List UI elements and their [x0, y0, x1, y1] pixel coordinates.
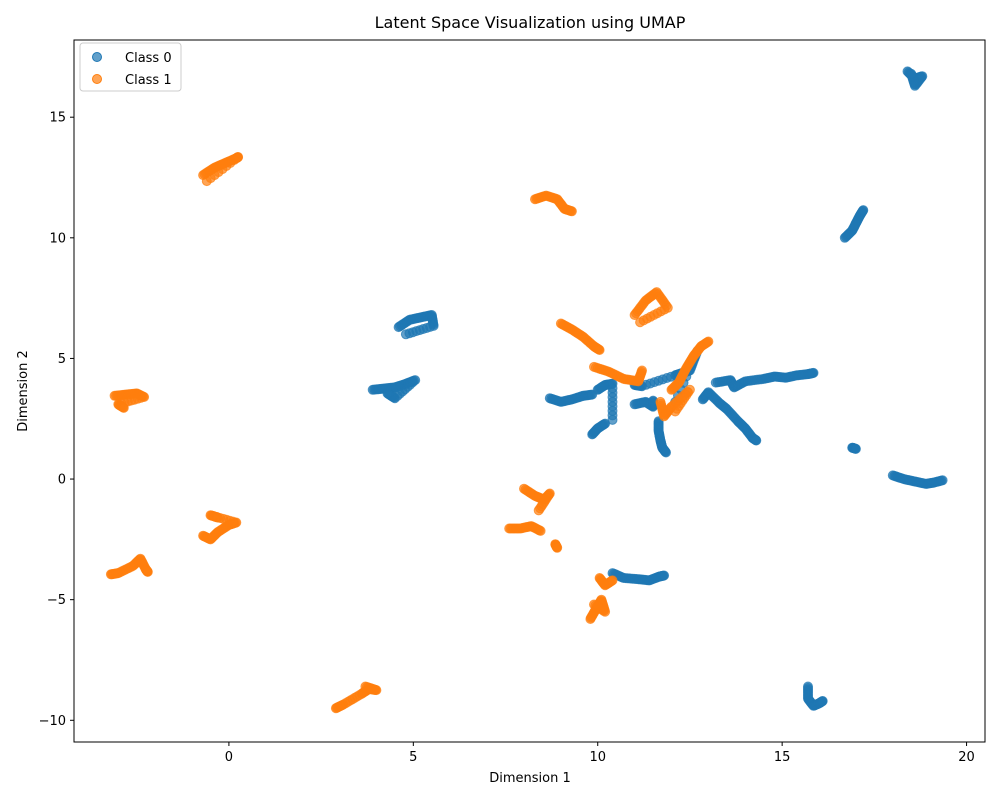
y-tick-label: −5 [47, 593, 66, 608]
point-class-1 [670, 406, 681, 417]
point-class-1 [566, 206, 577, 217]
point-class-1 [360, 681, 371, 692]
point-class-1 [635, 317, 646, 328]
point-class-0 [751, 435, 762, 446]
legend-marker-class-1 [92, 74, 102, 84]
legend: Class 0 Class 1 [79, 42, 182, 92]
point-class-0 [817, 696, 828, 706]
legend-label-class-0: Class 0 [125, 51, 172, 66]
point-class-1 [212, 512, 223, 523]
point-class-1 [594, 345, 605, 355]
point-class-0 [400, 329, 411, 340]
chart-title: Latent Space Visualization using UMAP [375, 13, 686, 32]
point-class-0 [659, 570, 670, 581]
point-class-1 [535, 525, 546, 536]
x-tick-label: 5 [409, 750, 417, 765]
point-class-0 [858, 205, 869, 216]
x-axis-ticks: 0 5 10 15 20 [225, 742, 975, 765]
point-class-1 [589, 599, 599, 610]
point-class-0 [661, 447, 671, 458]
legend-label-class-1: Class 1 [125, 73, 172, 88]
y-tick-label: 15 [49, 111, 66, 126]
point-class-0 [382, 388, 393, 399]
legend-marker-class-0 [92, 52, 102, 62]
point-class-1 [637, 365, 647, 376]
point-class-1 [607, 575, 618, 586]
x-tick-label: 20 [958, 750, 975, 765]
point-class-0 [808, 367, 819, 378]
plot-frame [73, 39, 986, 743]
y-axis-label: Dimension 2 [16, 350, 31, 432]
y-tick-label: 5 [58, 352, 66, 367]
y-tick-label: −10 [39, 714, 66, 729]
point-class-0 [937, 475, 948, 486]
point-class-1 [703, 336, 714, 347]
point-class-1 [533, 505, 544, 516]
x-tick-label: 10 [589, 750, 606, 765]
y-tick-label: 10 [49, 231, 66, 246]
legend-box [79, 42, 182, 92]
point-class-0 [906, 68, 917, 79]
x-axis-label: Dimension 1 [489, 771, 571, 786]
point-class-1 [201, 176, 212, 187]
x-tick-label: 15 [774, 750, 791, 765]
point-class-0 [607, 414, 618, 425]
y-axis-ticks: −10 −5 0 5 10 15 [39, 111, 74, 729]
y-tick-label: 0 [58, 473, 66, 488]
point-class-0 [850, 443, 861, 454]
point-class-1 [118, 402, 129, 413]
data-points [105, 66, 948, 714]
point-class-1 [142, 566, 153, 577]
point-class-1 [552, 542, 563, 553]
x-tick-label: 0 [225, 750, 233, 765]
